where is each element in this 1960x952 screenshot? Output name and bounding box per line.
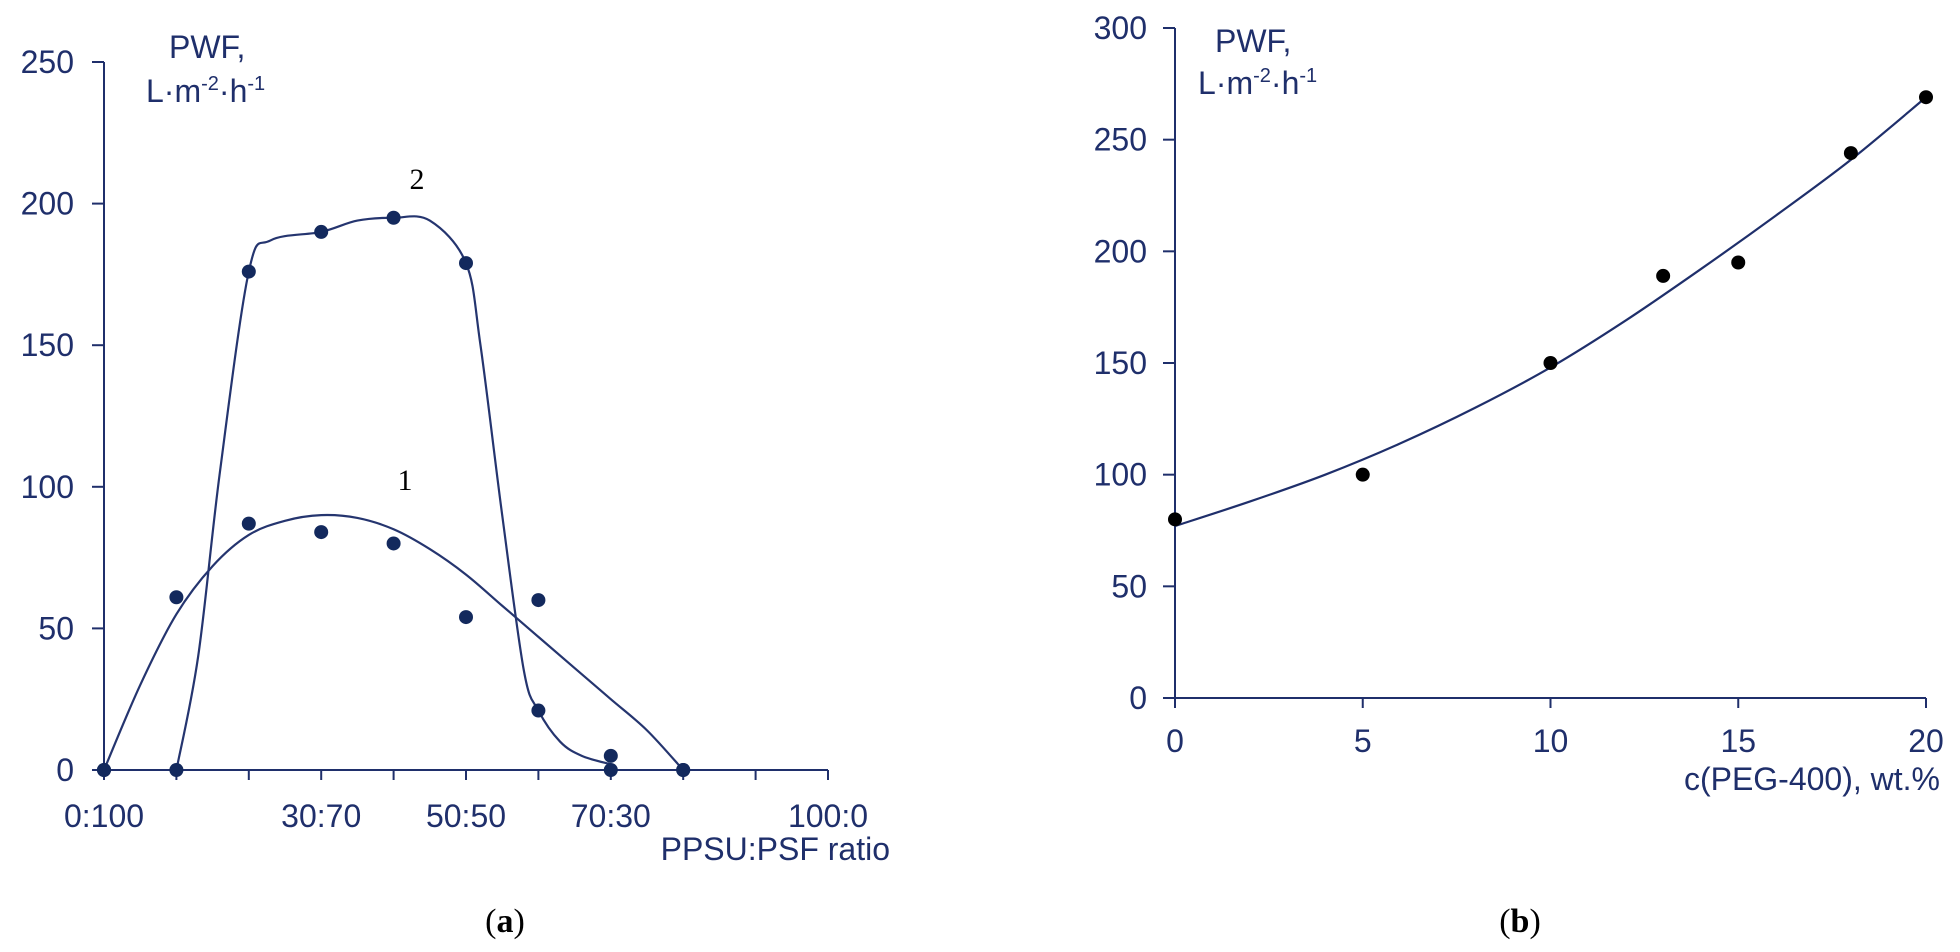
panel-b: 0 50 100 150 200 250 300 0 5 10 15 20 PWF, L·m-2·h-… — [1094, 10, 1944, 940]
panel-a-ylabel-unit-sup2: -1 — [247, 73, 265, 95]
panel-b-caption-letter: b — [1511, 903, 1530, 940]
panel-b-ylabel-unit-sup2: -1 — [1299, 65, 1317, 87]
panel-b-caption-suffix: ) — [1529, 903, 1540, 940]
panel-b-point — [1731, 255, 1746, 270]
panel-a-series-1-point — [531, 593, 546, 608]
panel-b-point — [1168, 512, 1182, 527]
panel-a-series-2-point — [676, 763, 691, 777]
panel-a-series-2-point — [241, 264, 256, 279]
panel-b-x-tick-label: 0 — [1166, 723, 1184, 759]
panel-b-ylabel-unit-base2: ·h — [1271, 65, 1299, 101]
panel-a-caption-letter: a — [497, 903, 514, 940]
panel-a-ylabel-unit: L·m-2·h-1 — [146, 73, 265, 109]
panel-a-ylabel-unit-base2: ·h — [219, 73, 247, 109]
panel-b-y-tick-label: 0 — [1129, 680, 1147, 716]
panel-b-x-tick-label: 10 — [1533, 723, 1569, 759]
panel-b-fit-curve — [1174, 96, 1927, 528]
panel-a-y-tick-label: 200 — [21, 186, 74, 222]
panel-a-x-tick-label: 30:70 — [281, 798, 361, 834]
panel-a: 0 50 100 150 200 250 0:100 30:70 50:50 70:30 100:0… — [21, 29, 890, 940]
panel-b-y-tick-label: 50 — [1111, 568, 1147, 604]
panel-a-series-2-point — [531, 703, 546, 718]
panel-a-y-tick-label: 50 — [38, 610, 74, 646]
panel-b-y-tick-label: 200 — [1094, 233, 1147, 269]
panel-a-series-1-point — [603, 748, 618, 763]
panel-a-ylabel-unit-base1: L·m — [146, 73, 201, 109]
panel-a-caption-suffix: ) — [514, 903, 525, 940]
panel-b-caption-prefix: ( — [1499, 903, 1510, 940]
panel-b-xlabel: c(PEG-400), wt.% — [1684, 761, 1940, 797]
panel-a-x-tick-label: 100:0 — [788, 798, 868, 834]
panel-a-y-tick-label: 150 — [21, 327, 74, 363]
panel-a-x-tick-label: 50:50 — [426, 798, 506, 834]
panel-b-ylabel-unit-sup1: -2 — [1253, 65, 1271, 87]
panel-a-axes: 0 50 100 150 200 250 0:100 30:70 50:50 70:30 100:0 — [21, 44, 868, 834]
panel-a-curve-1-label: 1 — [398, 464, 413, 497]
panel-a-series-2-point — [603, 763, 618, 777]
panel-b-points — [1168, 90, 1933, 527]
panel-b-axes: 0 50 100 150 200 250 300 0 5 10 15 20 — [1094, 10, 1944, 759]
panel-a-curve-2-label: 2 — [410, 163, 425, 196]
panel-a-x-tick-label: 70:30 — [571, 798, 651, 834]
panel-a-xlabel: PPSU:PSF ratio — [661, 831, 890, 867]
panel-b-y-tick-label: 100 — [1094, 457, 1147, 493]
panel-a-points — [97, 210, 691, 777]
panel-a-series-2-point — [169, 763, 184, 777]
panel-b-caption: (b) — [1499, 903, 1541, 940]
panel-a-ylabel-line1: PWF, — [169, 29, 245, 65]
panel-b-point — [1843, 146, 1858, 161]
panel-a-y-tick-label: 100 — [21, 469, 74, 505]
panel-a-series-1-point — [241, 516, 256, 531]
panel-b-ylabel-unit: L·m-2·h-1 — [1198, 65, 1317, 101]
panel-b-ylabel-unit-base1: L·m — [1198, 65, 1253, 101]
panel-a-series-2-point — [386, 210, 401, 225]
panel-a-caption: (a) — [485, 903, 525, 940]
panel-b-point — [1656, 268, 1671, 283]
panel-a-series-1-curve — [102, 513, 685, 771]
panel-a-series-1-point — [386, 536, 401, 551]
panel-b-x-tick-label: 15 — [1720, 723, 1756, 759]
panel-a-series-1-point — [169, 590, 184, 605]
panel-a-caption-prefix: ( — [485, 903, 496, 940]
panel-b-x-tick-label: 20 — [1908, 723, 1944, 759]
panel-b-curves — [1174, 96, 1927, 528]
panel-b-y-tick-label: 300 — [1094, 10, 1147, 46]
panel-a-y-tick-label: 0 — [56, 752, 74, 788]
panel-b-y-tick-label: 150 — [1094, 345, 1147, 381]
panel-a-ylabel-unit-sup1: -2 — [201, 73, 219, 95]
panel-b-point — [1919, 90, 1933, 105]
panel-b-x-tick-label: 5 — [1354, 723, 1372, 759]
panel-a-series-2-point — [97, 763, 111, 777]
panel-b-point — [1355, 467, 1370, 482]
panel-b-ylabel-line1: PWF, — [1215, 23, 1291, 59]
panel-a-series-2-point — [314, 224, 329, 239]
panel-b-point — [1543, 356, 1558, 370]
panel-a-curves — [102, 215, 685, 771]
panel-a-x-tick-label: 0:100 — [64, 798, 144, 834]
panel-a-y-tick-label: 250 — [21, 44, 74, 80]
panel-a-series-2-curve — [175, 215, 612, 771]
panel-b-y-tick-label: 250 — [1094, 122, 1147, 158]
panel-a-series-1-point — [314, 525, 329, 540]
panel-a-series-1-point — [459, 610, 473, 625]
panel-a-series-2-point — [459, 256, 473, 271]
